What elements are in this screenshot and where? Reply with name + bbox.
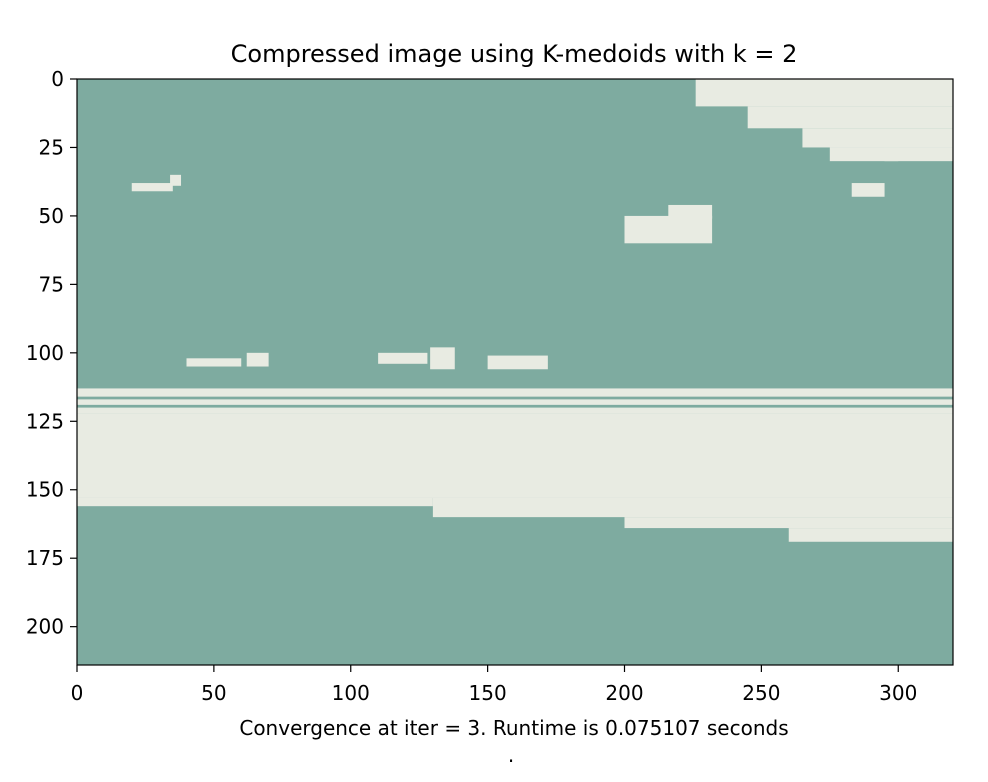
plot-frame: [76, 78, 954, 666]
x-axis: 0 50 100 150 200 250 300: [71, 665, 917, 705]
light-region-4: [788, 528, 953, 542]
y-tick-label: 175: [26, 546, 64, 570]
image-background: [77, 79, 953, 665]
light-region-7: [802, 128, 953, 148]
light-region-18: [186, 358, 242, 367]
y-tick-label: 75: [39, 272, 64, 296]
light-region-0: [77, 413, 953, 498]
y-tick-label: 125: [26, 409, 64, 433]
light-region-6: [747, 106, 953, 129]
y-tick-label: 0: [51, 67, 64, 91]
light-region-1: [77, 497, 433, 507]
y-tick-label: 50: [39, 204, 64, 228]
y-tick-label: 150: [26, 478, 64, 502]
x-tick-label: 0: [71, 681, 84, 705]
y-tick-label: 200: [26, 615, 64, 639]
light-region-21: [77, 399, 953, 405]
x-tick-label: 200: [605, 681, 643, 705]
light-region-14: [131, 183, 173, 192]
y-tick-label: 100: [26, 341, 64, 365]
chart-title: Compressed image using K-medoids with k …: [231, 40, 798, 68]
y-axis: 0 25 50 75 100 125 150 175 200: [26, 67, 77, 639]
plot-area: [76, 78, 954, 666]
light-region-3: [624, 517, 953, 529]
light-region-19: [246, 352, 269, 367]
light-region-20: [77, 388, 953, 397]
light-region-22: [77, 407, 953, 414]
x-tick-label: 50: [201, 681, 226, 705]
light-region-5: [695, 79, 953, 107]
light-cluster-regions: [77, 79, 953, 542]
x-axis-label: Convergence at iter = 3. Runtime is 0.07…: [239, 716, 788, 740]
light-region-11: [624, 215, 713, 244]
x-tick-label: 150: [469, 681, 507, 705]
x-tick-label: 100: [332, 681, 370, 705]
light-region-16: [378, 352, 428, 364]
light-region-8: [884, 147, 953, 162]
y-tick-label: 25: [39, 135, 64, 159]
light-region-15: [430, 347, 455, 370]
light-region-10: [851, 183, 885, 197]
light-region-9: [829, 147, 899, 162]
footnote: .: [508, 743, 514, 767]
light-region-2: [432, 497, 953, 518]
x-tick-label: 300: [879, 681, 917, 705]
x-tick-label: 250: [742, 681, 780, 705]
light-region-13: [170, 174, 182, 186]
light-region-12: [668, 204, 713, 219]
light-region-17: [487, 355, 548, 370]
